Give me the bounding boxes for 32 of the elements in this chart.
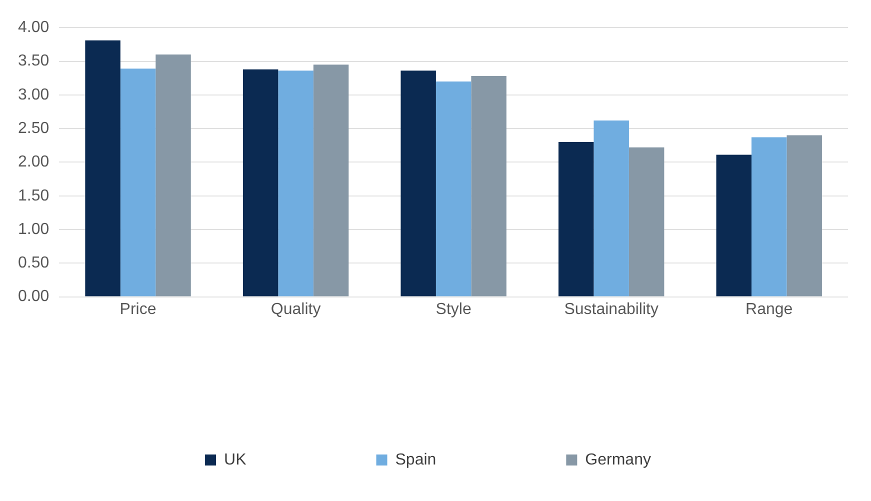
bar — [594, 120, 629, 296]
legend-label: Spain — [395, 451, 436, 468]
bar — [120, 68, 156, 296]
y-tick-label: 3.00 — [18, 86, 50, 104]
x-tick-label: Sustainability — [564, 300, 658, 318]
legend-label: Germany — [585, 451, 651, 468]
legend-label: UK — [224, 451, 247, 468]
bar — [400, 70, 436, 296]
bar — [628, 147, 664, 296]
bar — [558, 142, 594, 296]
x-tick-label: Style — [436, 300, 472, 318]
bar — [716, 154, 752, 296]
x-tick-label: Price — [120, 300, 156, 318]
y-tick-label: 2.00 — [18, 154, 50, 171]
y-tick-label: 2.50 — [18, 120, 50, 137]
bar — [751, 137, 787, 296]
bar — [786, 135, 822, 296]
y-tick-label: 3.50 — [18, 52, 50, 70]
y-tick-label: 0.00 — [18, 288, 50, 306]
bar — [436, 81, 472, 296]
y-tick-label: 0.50 — [18, 254, 50, 272]
bar — [242, 69, 278, 296]
y-tick-label: 4.00 — [18, 19, 50, 36]
bar — [471, 76, 506, 296]
bar — [278, 70, 314, 296]
bar — [313, 64, 349, 296]
bar — [85, 40, 120, 296]
x-tick-label: Quality — [270, 300, 321, 318]
bar — [156, 54, 191, 296]
x-tick-label: Range — [746, 300, 793, 318]
y-tick-label: 1.00 — [18, 220, 50, 238]
y-tick-label: 1.50 — [18, 187, 50, 204]
